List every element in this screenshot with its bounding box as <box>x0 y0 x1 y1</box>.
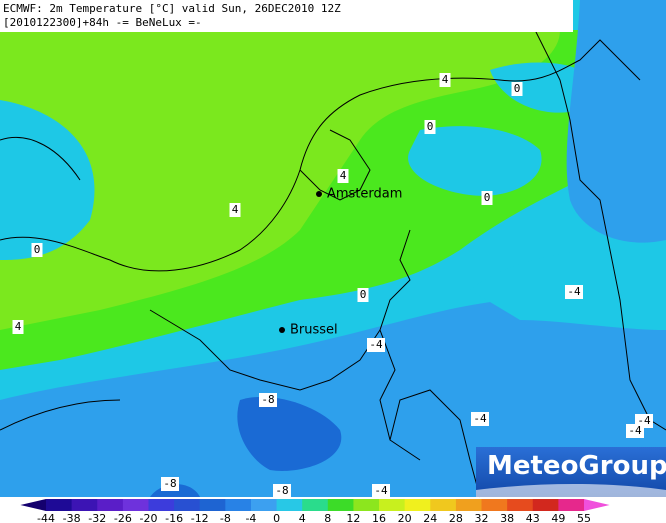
contour-label: 0 <box>360 288 367 301</box>
colorbar-segment <box>199 499 226 511</box>
field-blue <box>566 0 666 243</box>
contour-label-box <box>471 412 489 426</box>
contour-label: -4 <box>637 414 651 427</box>
field-blue <box>0 295 666 497</box>
colorbar-segment <box>276 499 303 511</box>
contour-label-box <box>372 484 390 498</box>
colorbar-segment <box>353 499 380 511</box>
contour-label: -4 <box>369 338 383 351</box>
contour-label-box <box>511 82 523 96</box>
colorbar-segment <box>455 499 483 511</box>
colorbar-label: 55 <box>577 512 591 523</box>
colorbar-segment <box>148 499 175 511</box>
contour-label: -8 <box>275 484 288 497</box>
colorbar-segment <box>379 499 406 511</box>
colorbar-label: 0 <box>273 512 280 523</box>
contour-label: -4 <box>374 484 388 497</box>
contour-label-box <box>367 338 385 352</box>
contour-label: -4 <box>567 285 581 298</box>
contour-label: 0 <box>34 243 41 256</box>
contour-label: 0 <box>514 82 521 95</box>
logo-swoosh <box>476 484 666 497</box>
contour-label: 4 <box>232 203 239 216</box>
contour-label-box <box>161 477 179 491</box>
colorbar-label: 38 <box>500 512 514 523</box>
colorbar-label: -8 <box>220 512 231 523</box>
colorbar-segment <box>122 499 149 511</box>
city-dot <box>279 327 285 333</box>
colorbar-segment <box>174 499 201 511</box>
colorbar-label: 12 <box>346 512 360 523</box>
colorbar-label: -12 <box>191 512 209 523</box>
colorbar-segment <box>532 499 559 511</box>
contour-label: -8 <box>261 393 274 406</box>
contour-label-box <box>565 285 583 299</box>
colorbar-label: -44 <box>37 512 55 523</box>
contour-label-box <box>273 484 291 498</box>
contour-label: -4 <box>473 412 487 425</box>
contour-label-box <box>357 288 369 302</box>
field-cyan <box>0 100 95 260</box>
colorbar-segment <box>430 499 457 511</box>
contour-label: -8 <box>163 477 176 490</box>
colorbar-label: -26 <box>114 512 132 523</box>
field-cyan <box>408 126 542 196</box>
header-title: ECMWF: 2m Temperature [°C] valid Sun, 26… <box>3 2 341 15</box>
colorbar-segment <box>250 499 278 511</box>
contour-label: -4 <box>628 424 642 437</box>
contour-label: 0 <box>484 191 491 204</box>
colorbar-segment <box>558 499 585 511</box>
contour-label-box <box>31 243 43 257</box>
colorbar-label: -16 <box>165 512 183 523</box>
colorbar-label: -32 <box>88 512 106 523</box>
field-lightgreen <box>0 30 560 330</box>
logo: MeteoGroup <box>487 451 666 481</box>
contour-label-box <box>626 424 644 438</box>
contour-label: 4 <box>15 320 22 333</box>
header-subtitle: [2010122300]+84h -= BeNeLux =- <box>3 16 202 29</box>
contour-label-box <box>12 320 24 334</box>
contour-label: 0 <box>427 120 434 133</box>
colorbar-label: 8 <box>324 512 331 523</box>
colorbar-segment <box>97 499 124 511</box>
colorbar-label: 4 <box>299 512 306 523</box>
colorbar-label: 20 <box>398 512 412 523</box>
header-box <box>0 0 573 32</box>
contour-label-box <box>259 393 277 407</box>
field-darkblue <box>237 396 342 471</box>
contour-label-box <box>424 120 436 134</box>
borders <box>0 0 666 498</box>
colorbar-label: 32 <box>475 512 489 523</box>
colorbar-segment <box>302 499 329 511</box>
colorbar-label: -20 <box>139 512 157 523</box>
colorbar-segment <box>225 499 252 511</box>
contour-label-box <box>481 191 493 205</box>
colorbar-segment <box>507 499 534 511</box>
colorbar-segment <box>404 499 431 511</box>
colorbar-label: 24 <box>423 512 437 523</box>
colorbar-segment <box>46 499 73 511</box>
city-dot <box>316 191 322 197</box>
contour-label-box <box>229 203 241 217</box>
colorbar-segment <box>481 499 508 511</box>
colorbar-end <box>20 499 46 511</box>
colorbar-label: 16 <box>372 512 386 523</box>
city-label: Brussel <box>290 323 338 338</box>
colorbar-label: -38 <box>63 512 81 523</box>
city-label: Amsterdam <box>327 187 402 202</box>
colorbar-segment <box>327 499 354 511</box>
colorbar-segment <box>71 499 98 511</box>
contour-label-box <box>337 169 349 183</box>
contour-label: 4 <box>442 73 449 86</box>
colorbar-label: -4 <box>245 512 256 523</box>
contour-label-box <box>439 73 451 87</box>
colorbar-label: 49 <box>551 512 565 523</box>
contour-label: 4 <box>340 169 347 182</box>
colorbar-label: 43 <box>526 512 540 523</box>
colorbar-end <box>584 499 610 511</box>
colorbar-label: 28 <box>449 512 463 523</box>
